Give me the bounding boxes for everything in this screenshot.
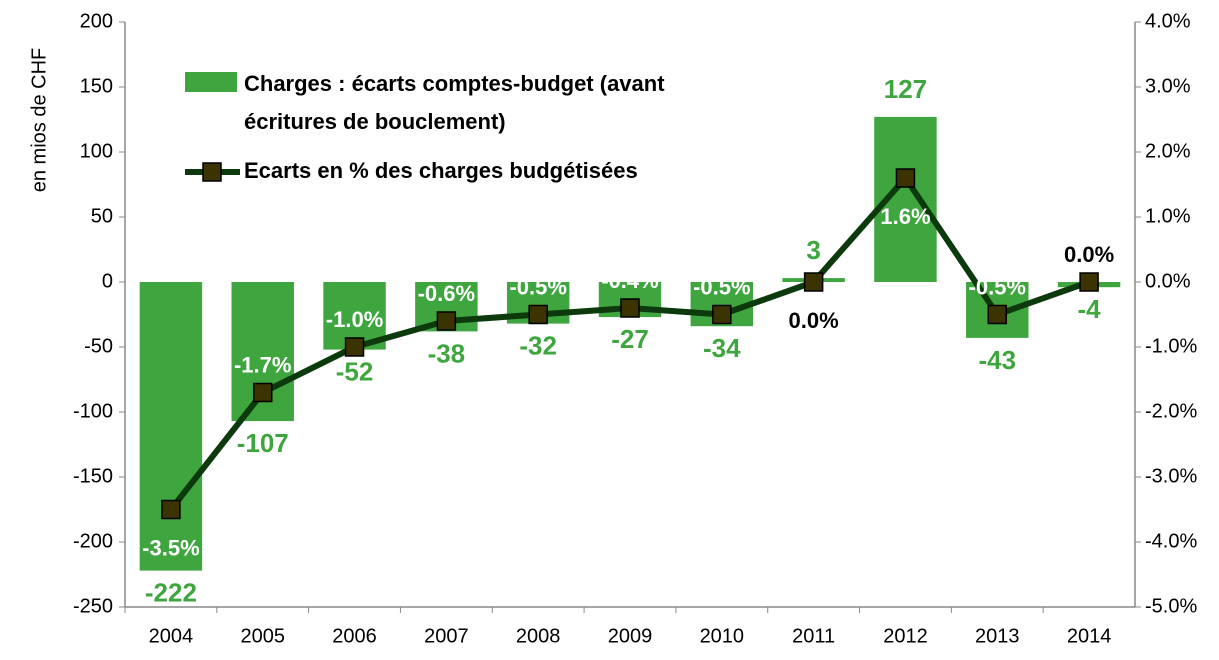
bar-value-label: -38 (428, 338, 466, 368)
line-marker (620, 298, 640, 318)
bar-value-label: 127 (884, 74, 927, 104)
y2-tick-label: -2.0% (1145, 400, 1197, 422)
y-tick-label: -50 (84, 335, 113, 357)
y2-tick-label: -4.0% (1145, 530, 1197, 552)
x-tick-label: 2005 (240, 625, 285, 647)
line-marker (987, 304, 1008, 325)
y-axis-label: en mios de CHF (28, 48, 50, 193)
x-tick-label: 2004 (149, 625, 194, 647)
bar-value-label: -52 (336, 356, 374, 386)
y2-tick-label: -1.0% (1145, 335, 1197, 357)
legend-label: Ecarts en % des charges budgétisées (244, 158, 638, 183)
line-marker (528, 304, 548, 325)
bar (139, 282, 203, 571)
y2-tick-label: 2.0% (1145, 140, 1191, 162)
x-tick-label: 2007 (424, 625, 469, 647)
line-value-label: -0.5% (969, 274, 1026, 299)
x-tick-label: 2014 (1067, 625, 1112, 647)
y2-tick-label: -3.0% (1145, 465, 1197, 487)
y2-tick-label: 3.0% (1145, 75, 1191, 97)
bar-value-label: -222 (145, 577, 197, 607)
y-tick-label: 200 (80, 10, 113, 32)
line-value-label: -3.5% (142, 535, 199, 560)
line-value-label: 1.6% (880, 204, 930, 229)
legend-label: Charges : écarts comptes-budget (avant éc… (244, 71, 665, 134)
legend-swatch (202, 162, 222, 182)
x-tick-label: 2011 (792, 625, 835, 647)
y-tick-label: -250 (73, 595, 113, 617)
line-value-label: 0.0% (1064, 242, 1114, 267)
line-value-label: -1.0% (326, 307, 383, 332)
line-marker (252, 382, 273, 403)
line-marker (895, 168, 916, 188)
x-tick-label: 2010 (700, 625, 745, 647)
line-marker (1079, 272, 1099, 292)
y-tick-label: -100 (73, 400, 113, 422)
y2-tick-label: 4.0% (1145, 10, 1191, 32)
y-tick-label: 100 (80, 140, 113, 162)
y2-tick-label: -5.0% (1145, 595, 1197, 617)
x-tick-label: 2008 (516, 625, 561, 647)
line-value-label: -0.5% (509, 274, 566, 299)
line-value-label: 0.0% (789, 308, 839, 333)
line-marker (344, 337, 365, 357)
line-marker (436, 311, 457, 331)
y-tick-label: -150 (73, 465, 113, 487)
line-value-label: -1.7% (234, 352, 291, 377)
bar-value-label: -4 (1078, 294, 1102, 324)
legend-swatch (185, 72, 237, 92)
line-value-label: -0.4% (601, 268, 658, 293)
y2-tick-label: 1.0% (1145, 205, 1191, 227)
bar-value-label: 3 (806, 235, 820, 265)
bar-value-label: -27 (611, 324, 649, 354)
line-marker (803, 272, 824, 292)
x-tick-label: 2013 (975, 625, 1020, 647)
y-tick-label: 150 (80, 75, 113, 97)
bar-value-label: -32 (519, 330, 557, 360)
x-tick-label: 2006 (332, 625, 377, 647)
y2-tick-label: 0.0% (1145, 270, 1191, 292)
y-tick-label: -200 (73, 530, 113, 552)
y-tick-label: 0 (102, 270, 113, 292)
bar-value-label: -34 (703, 333, 741, 363)
line-marker (161, 499, 181, 520)
line-value-label: -0.5% (693, 274, 750, 299)
bar-value-label: -107 (237, 428, 289, 458)
bar-value-label: -43 (978, 345, 1016, 375)
x-tick-label: 2009 (608, 625, 653, 647)
line-marker (712, 304, 732, 325)
x-tick-label: 2012 (883, 625, 928, 647)
line-value-label: -0.6% (418, 281, 475, 306)
y-tick-label: 50 (91, 205, 113, 227)
